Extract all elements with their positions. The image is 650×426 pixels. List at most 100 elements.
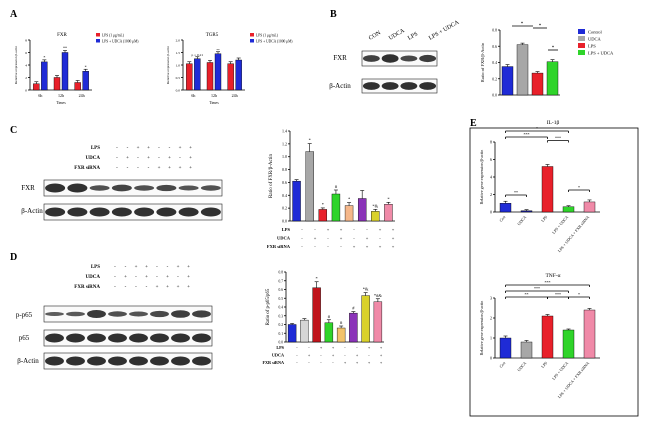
panel-b-bracket-sig: * — [521, 22, 524, 27]
panel-d-chart-ytick-label: 0.8 — [279, 271, 284, 275]
panel-c-chart-matrix-sign: - — [301, 236, 303, 241]
panel-d-blot-p65-band — [45, 333, 64, 343]
panel-a-tgr5-sig-label: ** — [216, 48, 220, 52]
panel-d-chart-matrix-sign: - — [308, 360, 310, 365]
panel-d-conditions-row-label: FXR siRNA — [74, 285, 100, 290]
panel-b-lane-label: UDCA — [388, 28, 406, 42]
panel-c-chart-matrix-sign: + — [353, 244, 356, 249]
panel-e-il1b-ytick-label: 4 — [490, 175, 492, 180]
panel-c-chart-ytick-label: 0.2 — [282, 206, 287, 211]
panel-d-chart-ytick-label: 0.2 — [279, 323, 284, 327]
panel-d-chart-ytick-label: 0.0 — [279, 341, 284, 345]
panel-c-blot-fxr-band — [178, 185, 199, 191]
panel-e-il1b-ylabel: Relative gene expression/β-actin — [479, 149, 484, 205]
panel-a-fxr-bar — [41, 61, 48, 91]
panel-d-chart-matrix-sign: - — [296, 353, 298, 358]
panel-e-tnfa-title: TNF-α — [545, 273, 560, 279]
panel-c-conditions-sign: + — [168, 156, 171, 161]
panel-d-chart-bar — [312, 287, 321, 343]
panel-d-conditions-sign: + — [166, 285, 169, 290]
panel-c-chart-ytick-label: 1.0 — [282, 154, 287, 159]
panel-d-conditions-sign: - — [125, 265, 127, 270]
panel-c-row-actin: β-Actin — [21, 207, 43, 215]
panel-c-blot-actin-band — [134, 207, 155, 217]
panel-b-lane-label: CON — [368, 30, 383, 42]
panel-e-il1b-xtick-label: LPS + UDCA — [551, 214, 569, 235]
panel-c-chart-matrix-sign: + — [340, 227, 343, 232]
panel-a-fxr-legend-swatch-lps — [96, 33, 100, 37]
panel-c-conditions-sign: - — [158, 156, 160, 161]
panel-c-conditions-sign: - — [127, 166, 129, 171]
panel-d-blot-pp65-band — [66, 311, 85, 317]
panel-b-chart-bar — [531, 72, 544, 96]
panel-d-chart-sig-label: * — [316, 276, 319, 281]
panel-d-blot-pp65-band — [87, 309, 106, 319]
panel-c-chart-matrix-sign: - — [379, 236, 381, 241]
panel-c-blot-fxr-band — [134, 185, 155, 191]
panel-e-il1b-bar — [583, 201, 596, 213]
panel-d-chart-bar — [336, 327, 346, 343]
panel-d-blot-p65-band — [129, 333, 148, 343]
panel-b-legend-swatch — [578, 50, 585, 55]
panel-c-chart-matrix-row-label: LPS — [282, 227, 291, 232]
panel-e-il1b-bracket-sig: * — [578, 185, 580, 190]
panel-c-conditions-sign: + — [168, 166, 171, 171]
panel-c-blot-fxr-frame — [43, 179, 223, 197]
panel-d-blot-actin-band — [192, 356, 211, 366]
panel-d-chart-matrix-sign: - — [296, 345, 298, 350]
panel-e-il1b-bar — [562, 206, 575, 213]
panel-c-blot-actin-frame — [43, 203, 223, 221]
panel-d-chart-matrix-sign: + — [356, 360, 359, 365]
panel-d-blot-pp65-band — [108, 311, 127, 317]
panel-d-row-p65: p65 — [19, 334, 30, 342]
panel-d-blot-actin-band — [66, 356, 85, 366]
panel-b-lane-label: LPS — [407, 31, 419, 41]
panel-a-fxr-xlabel: Times — [56, 101, 66, 105]
panel-c-blot-fxr-band — [111, 184, 132, 192]
panel-b-row-actin: β-Actin — [329, 82, 351, 90]
panel-d-conditions-sign: + — [135, 265, 138, 270]
panel-c-blot-fxr-band — [67, 183, 88, 193]
panel-c-chart-ytick-label: 0.0 — [282, 219, 287, 224]
panel-b-blot-actin-band — [362, 82, 380, 90]
panel-a-fxr-xtick-label: 12h — [58, 93, 64, 98]
panel-c-blot-actin-band — [67, 207, 88, 217]
panel-c-conditions-sign: + — [147, 156, 150, 161]
panel-d-row-actin: β-Actin — [17, 357, 39, 365]
panel-d-blot-p65-band — [66, 333, 85, 343]
panel-d-conditions-sign: - — [167, 265, 169, 270]
panel-c-conditions-sign: + — [189, 156, 192, 161]
panel-b-chart-bar — [501, 66, 514, 96]
panel-d-chart-matrix-sign: + — [320, 345, 323, 350]
panel-e-tnfa-xtick-label: LPS — [540, 360, 548, 369]
panel-c-chart-matrix-sign: - — [301, 227, 303, 232]
panel-d-chart-sig-label: # — [328, 314, 331, 319]
panel-d-conditions-sign: - — [114, 285, 116, 290]
panel-c-blot-fxr-band — [89, 185, 110, 191]
panel-b-chart-ytick-label: 0.4 — [492, 61, 497, 65]
panel-c-conditions-sign: - — [158, 146, 160, 151]
panel-d-row-pp65: p-p65 — [16, 311, 33, 319]
panel-a-fxr-xtick-label: 6h — [38, 93, 42, 98]
panel-d-chart-matrix-sign: - — [356, 345, 358, 350]
panel-c-chart-matrix-sign: + — [366, 236, 369, 241]
panel-c-conditions-sign: + — [189, 146, 192, 151]
panel-a-tgr5-bar — [194, 58, 201, 91]
panel-c-chart-matrix-sign: + — [379, 227, 382, 232]
panel-c-conditions-row-label: UDCA — [86, 156, 101, 161]
panel-a-tgr5-bar — [186, 63, 193, 91]
panel-c-chart-matrix-sign: - — [353, 236, 355, 241]
panel-d-conditions-row-label: LPS — [91, 265, 100, 270]
panel-c-blot-actin-band — [111, 207, 132, 217]
panel-d-chart-matrix-sign: + — [368, 345, 371, 350]
panel-label-e: E — [470, 118, 477, 129]
panel-e-tnfa-ytick-label: 3 — [490, 296, 492, 301]
panel-a-fxr-sig-label: * — [43, 55, 45, 60]
panel-b-blot-fxr-band — [419, 54, 437, 63]
panel-a-fxr-bar — [61, 52, 69, 91]
panel-d-chart-sig-label: *#& — [374, 293, 383, 298]
panel-b-bracket-sig: * — [539, 24, 542, 29]
panel-c-chart-sig-label: * — [387, 196, 390, 201]
